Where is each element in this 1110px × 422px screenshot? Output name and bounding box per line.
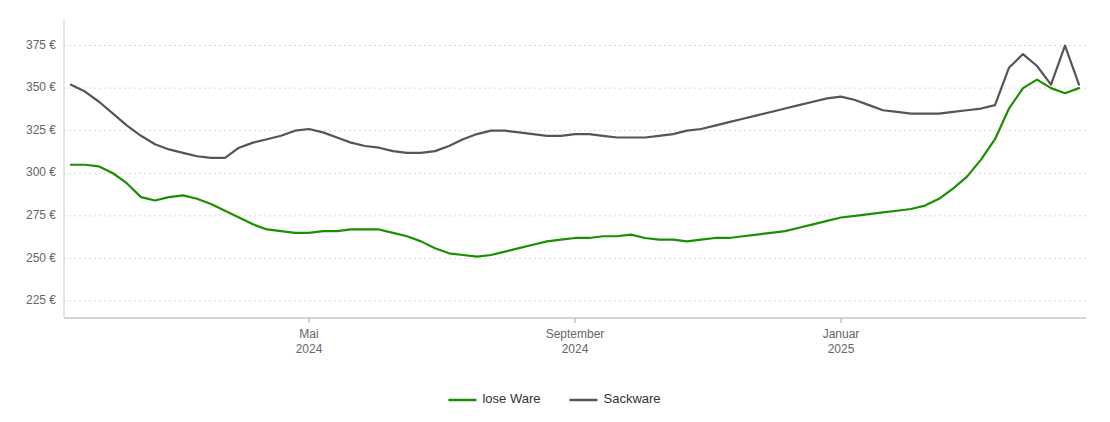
x-tick-label-line: September bbox=[546, 327, 605, 341]
legend-item: lose Ware bbox=[449, 391, 540, 406]
x-tick-label: Mai2024 bbox=[296, 327, 323, 356]
series-line bbox=[71, 46, 1079, 158]
y-tick-label: 325 € bbox=[26, 123, 56, 137]
grid-line bbox=[64, 130, 1086, 131]
legend-swatch bbox=[570, 399, 596, 402]
y-tick-label: 375 € bbox=[26, 38, 56, 52]
grid-line bbox=[64, 45, 1086, 46]
grid-line bbox=[64, 258, 1086, 259]
legend: lose Ware Sackware bbox=[449, 391, 660, 406]
y-axis-line bbox=[64, 20, 65, 318]
legend-swatch bbox=[449, 399, 475, 402]
x-tick bbox=[575, 318, 576, 323]
y-tick-label: 350 € bbox=[26, 80, 56, 94]
x-tick bbox=[309, 318, 310, 323]
grid-line bbox=[64, 215, 1086, 216]
grid-line bbox=[64, 88, 1086, 89]
grid-line bbox=[64, 300, 1086, 301]
x-tick-label-line: Januar bbox=[823, 327, 860, 341]
legend-item: Sackware bbox=[570, 391, 660, 406]
grid bbox=[64, 46, 1086, 301]
grid-line bbox=[64, 173, 1086, 174]
x-tick-label-line: 2024 bbox=[562, 342, 589, 356]
legend-label: Sackware bbox=[603, 391, 660, 406]
legend-label: lose Ware bbox=[482, 391, 540, 406]
x-tick-label-line: 2025 bbox=[828, 342, 855, 356]
y-tick-label: 300 € bbox=[26, 165, 56, 179]
x-tick-label-line: 2024 bbox=[296, 342, 323, 356]
y-tick-label: 275 € bbox=[26, 208, 56, 222]
y-tick-label: 250 € bbox=[26, 251, 56, 265]
x-tick bbox=[841, 318, 842, 323]
y-tick-label: 225 € bbox=[26, 293, 56, 307]
lines bbox=[71, 46, 1079, 257]
x-tick-label: Januar2025 bbox=[823, 327, 860, 356]
x-tick-label: September2024 bbox=[546, 327, 605, 356]
chart: 225 €250 €275 €300 €325 €350 €375 €Mai20… bbox=[0, 0, 1110, 422]
x-tick-label-line: Mai bbox=[299, 327, 318, 341]
series-line bbox=[71, 80, 1079, 257]
